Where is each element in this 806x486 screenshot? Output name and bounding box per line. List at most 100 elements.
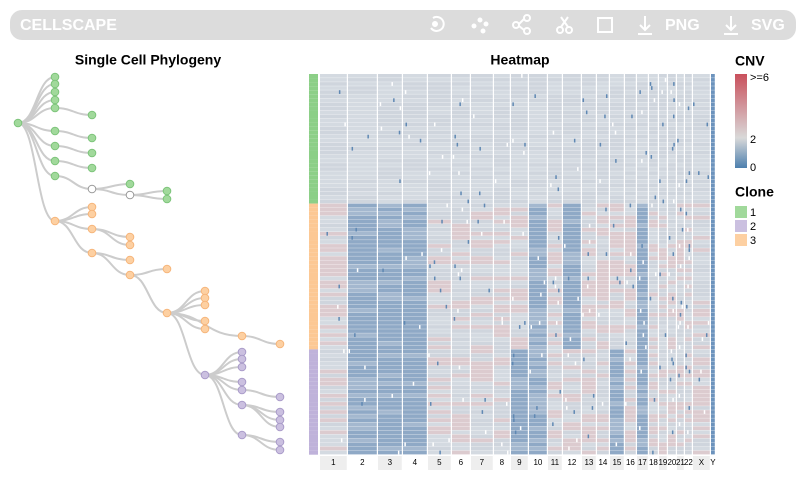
heatmap-cell bbox=[685, 231, 692, 236]
heatmap-cell bbox=[511, 329, 528, 333]
heatmap-cell bbox=[693, 211, 710, 216]
heatmap-cell bbox=[494, 357, 510, 362]
reset-button[interactable] bbox=[430, 15, 445, 32]
heatmap-cell bbox=[563, 90, 581, 94]
heatmap-cell bbox=[452, 187, 470, 192]
cut-button[interactable] bbox=[556, 16, 573, 34]
heatmap-cell bbox=[428, 252, 451, 256]
heatmap-cell bbox=[403, 90, 427, 94]
png-label[interactable]: PNG bbox=[665, 17, 700, 34]
clone-cell bbox=[309, 353, 318, 358]
heatmap-cell bbox=[548, 94, 562, 98]
heatmap-cell bbox=[711, 292, 715, 297]
heatmap-cell bbox=[428, 102, 451, 107]
heatmap-cell bbox=[685, 450, 692, 455]
heatmap-spike bbox=[405, 122, 407, 127]
heatmap-cell bbox=[693, 341, 710, 346]
heatmap-cell bbox=[637, 304, 648, 309]
heatmap-cell bbox=[378, 167, 402, 171]
heatmap-cell bbox=[471, 110, 493, 115]
svg-button[interactable]: SVG bbox=[724, 16, 785, 35]
heatmap-cell bbox=[582, 207, 596, 212]
heatmap-cell bbox=[597, 377, 609, 382]
heatmap-cell bbox=[511, 215, 528, 220]
heatmap-cell bbox=[610, 353, 624, 358]
heatmap-cell bbox=[597, 118, 609, 123]
heatmap-cell bbox=[348, 260, 377, 265]
heatmap-spike bbox=[670, 90, 672, 94]
heatmap-cell bbox=[529, 90, 547, 94]
heatmap-cell bbox=[320, 130, 347, 135]
heatmap-cell bbox=[668, 211, 676, 216]
heatmap-cell bbox=[471, 146, 493, 151]
heatmap-cell bbox=[548, 244, 562, 248]
heatmap-cell bbox=[529, 381, 547, 386]
heatmap-cell bbox=[637, 284, 648, 289]
tree-node bbox=[87, 148, 97, 158]
heatmap-cell bbox=[403, 94, 427, 98]
heatmap-cell bbox=[625, 223, 636, 228]
heatmap-cell bbox=[511, 134, 528, 139]
heatmap-cell bbox=[348, 118, 377, 123]
heatmap-spike bbox=[518, 325, 521, 329]
heatmap-cell bbox=[610, 426, 624, 431]
heatmap-cell bbox=[637, 369, 648, 374]
heatmap-cell bbox=[685, 163, 692, 167]
heatmap-cell bbox=[685, 252, 692, 256]
clone-cell bbox=[309, 102, 318, 107]
heatmap-spike bbox=[693, 102, 695, 107]
heatmap-spike bbox=[587, 276, 589, 281]
heatmap-cell bbox=[471, 219, 493, 224]
heatmap-cell bbox=[320, 163, 347, 167]
chromosome-label: 20 bbox=[667, 458, 676, 467]
heatmap-cell bbox=[685, 426, 692, 431]
scatter-button[interactable] bbox=[471, 17, 489, 34]
heatmap-cell bbox=[378, 410, 402, 414]
heatmap-cell bbox=[494, 430, 510, 435]
clone-cell bbox=[309, 138, 318, 143]
heatmap-cell bbox=[511, 183, 528, 188]
heatmap-cell bbox=[529, 138, 547, 143]
heatmap-cell bbox=[693, 78, 710, 82]
png-button[interactable]: PNG bbox=[638, 16, 700, 35]
heatmap-cell bbox=[582, 90, 596, 94]
heatmap-cell bbox=[610, 369, 624, 374]
tree-node bbox=[50, 171, 60, 181]
heatmap-cell bbox=[529, 191, 547, 196]
heatmap-cell bbox=[428, 300, 451, 305]
heatmap-cell bbox=[428, 130, 451, 135]
heatmap-cell bbox=[597, 183, 609, 188]
heatmap-cell bbox=[529, 110, 547, 115]
heatmap-spike bbox=[429, 402, 432, 406]
heatmap-cell bbox=[668, 341, 676, 346]
heatmap-cell bbox=[693, 418, 710, 422]
heatmap-cell bbox=[625, 284, 636, 289]
heatmap-cell bbox=[677, 138, 684, 143]
heatmap-cell bbox=[582, 442, 596, 447]
heatmap-cell bbox=[511, 393, 528, 398]
heatmap-cell bbox=[348, 337, 377, 341]
heatmap-spike bbox=[399, 106, 402, 111]
heatmap-cell bbox=[649, 203, 658, 208]
heatmap-cell bbox=[582, 98, 596, 103]
tree-node bbox=[87, 202, 97, 212]
svg-label[interactable]: SVG bbox=[751, 17, 785, 34]
select-button[interactable] bbox=[597, 17, 613, 33]
heatmap-cell bbox=[494, 159, 510, 163]
tree-edge bbox=[204, 374, 243, 436]
heatmap-cell bbox=[668, 446, 676, 451]
share-button[interactable] bbox=[512, 14, 531, 35]
heatmap-cell bbox=[649, 138, 658, 143]
heatmap-cell bbox=[685, 438, 692, 443]
clone-cell bbox=[309, 78, 318, 83]
heatmap-cell bbox=[668, 252, 676, 256]
heatmap-cell bbox=[637, 280, 648, 285]
heatmap-cell bbox=[428, 98, 451, 103]
heatmap-cell bbox=[659, 211, 667, 216]
heatmap-cell bbox=[511, 434, 528, 439]
heatmap-cell bbox=[582, 337, 596, 341]
heatmap-cell bbox=[348, 150, 377, 155]
heatmap-cell bbox=[685, 130, 692, 135]
heatmap-cell bbox=[548, 155, 562, 159]
heatmap-cell bbox=[529, 195, 547, 200]
